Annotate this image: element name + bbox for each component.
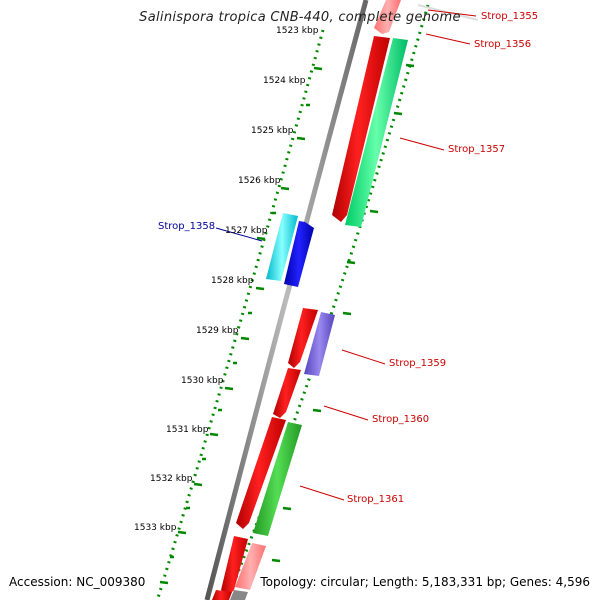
- gene-label-strop-1356[interactable]: Strop_1356: [474, 39, 532, 50]
- ruler-label: 1528 kbp: [211, 276, 254, 286]
- gene-features: [212, 0, 408, 600]
- genome-stats-text: Topology: circular; Length: 5,183,331 bp…: [257, 575, 590, 589]
- ruler-label: 1531 kbp: [166, 425, 209, 435]
- ruler-ticks: [159, 66, 323, 585]
- genome-backbone: [204, 0, 369, 600]
- gene-cds-1358-blue[interactable]: [284, 221, 314, 287]
- gene-cds-1359-purple[interactable]: [304, 312, 335, 376]
- gene-label-strop-1357[interactable]: Strop_1357: [448, 144, 506, 155]
- strand-guide-line: [226, 4, 430, 599]
- accession-text: Accession: NC_009380: [9, 575, 148, 589]
- gene-cds-1359-red[interactable]: [288, 308, 318, 368]
- ruler-label: 1527 kbp: [225, 226, 268, 236]
- gene-cds-1357-green[interactable]: [345, 38, 408, 227]
- gene-cds-1357-red[interactable]: [332, 36, 390, 222]
- gene-cds-1358-cyan[interactable]: [266, 213, 298, 281]
- ruler-label: 1523 kbp: [276, 26, 319, 36]
- label-leaders: [215, 9, 477, 501]
- gene-cds-1361-green[interactable]: [253, 422, 302, 536]
- gene-cds-1361-red[interactable]: [236, 417, 286, 529]
- gene-label-strop-1358[interactable]: Strop_1358: [158, 221, 216, 232]
- ruler-label: 1525 kbp: [251, 126, 294, 136]
- ruler-label: 1533 kbp: [134, 523, 177, 533]
- gene-cds-1355[interactable]: [374, 0, 401, 34]
- strand-ticks: [271, 63, 415, 563]
- gene-cds-1362-faded[interactable]: [235, 543, 266, 590]
- gene-label-strop-1355[interactable]: Strop_1355: [481, 11, 539, 22]
- gene-cds-1362-red[interactable]: [221, 536, 248, 596]
- ruler-label: 1529 kbp: [196, 326, 239, 336]
- gene-cds-1363-red[interactable]: [212, 590, 232, 600]
- map-title: Salinispora tropica CNB-440, complete ge…: [139, 10, 461, 25]
- ruler-line: [156, 29, 325, 599]
- ruler-label: 1530 kbp: [181, 376, 224, 386]
- gene-cds-1363-grey[interactable]: [230, 590, 248, 600]
- gene-label-strop-1359[interactable]: Strop_1359: [389, 358, 447, 369]
- gene-label-strop-1361[interactable]: Strop_1361: [347, 494, 405, 505]
- ruler-label: 1526 kbp: [238, 176, 281, 186]
- ruler-label: 1524 kbp: [263, 76, 306, 86]
- ruler-label: 1532 kbp: [150, 474, 193, 484]
- gene-cds-1360-red[interactable]: [273, 368, 301, 418]
- gene-label-strop-1360[interactable]: Strop_1360: [372, 414, 430, 425]
